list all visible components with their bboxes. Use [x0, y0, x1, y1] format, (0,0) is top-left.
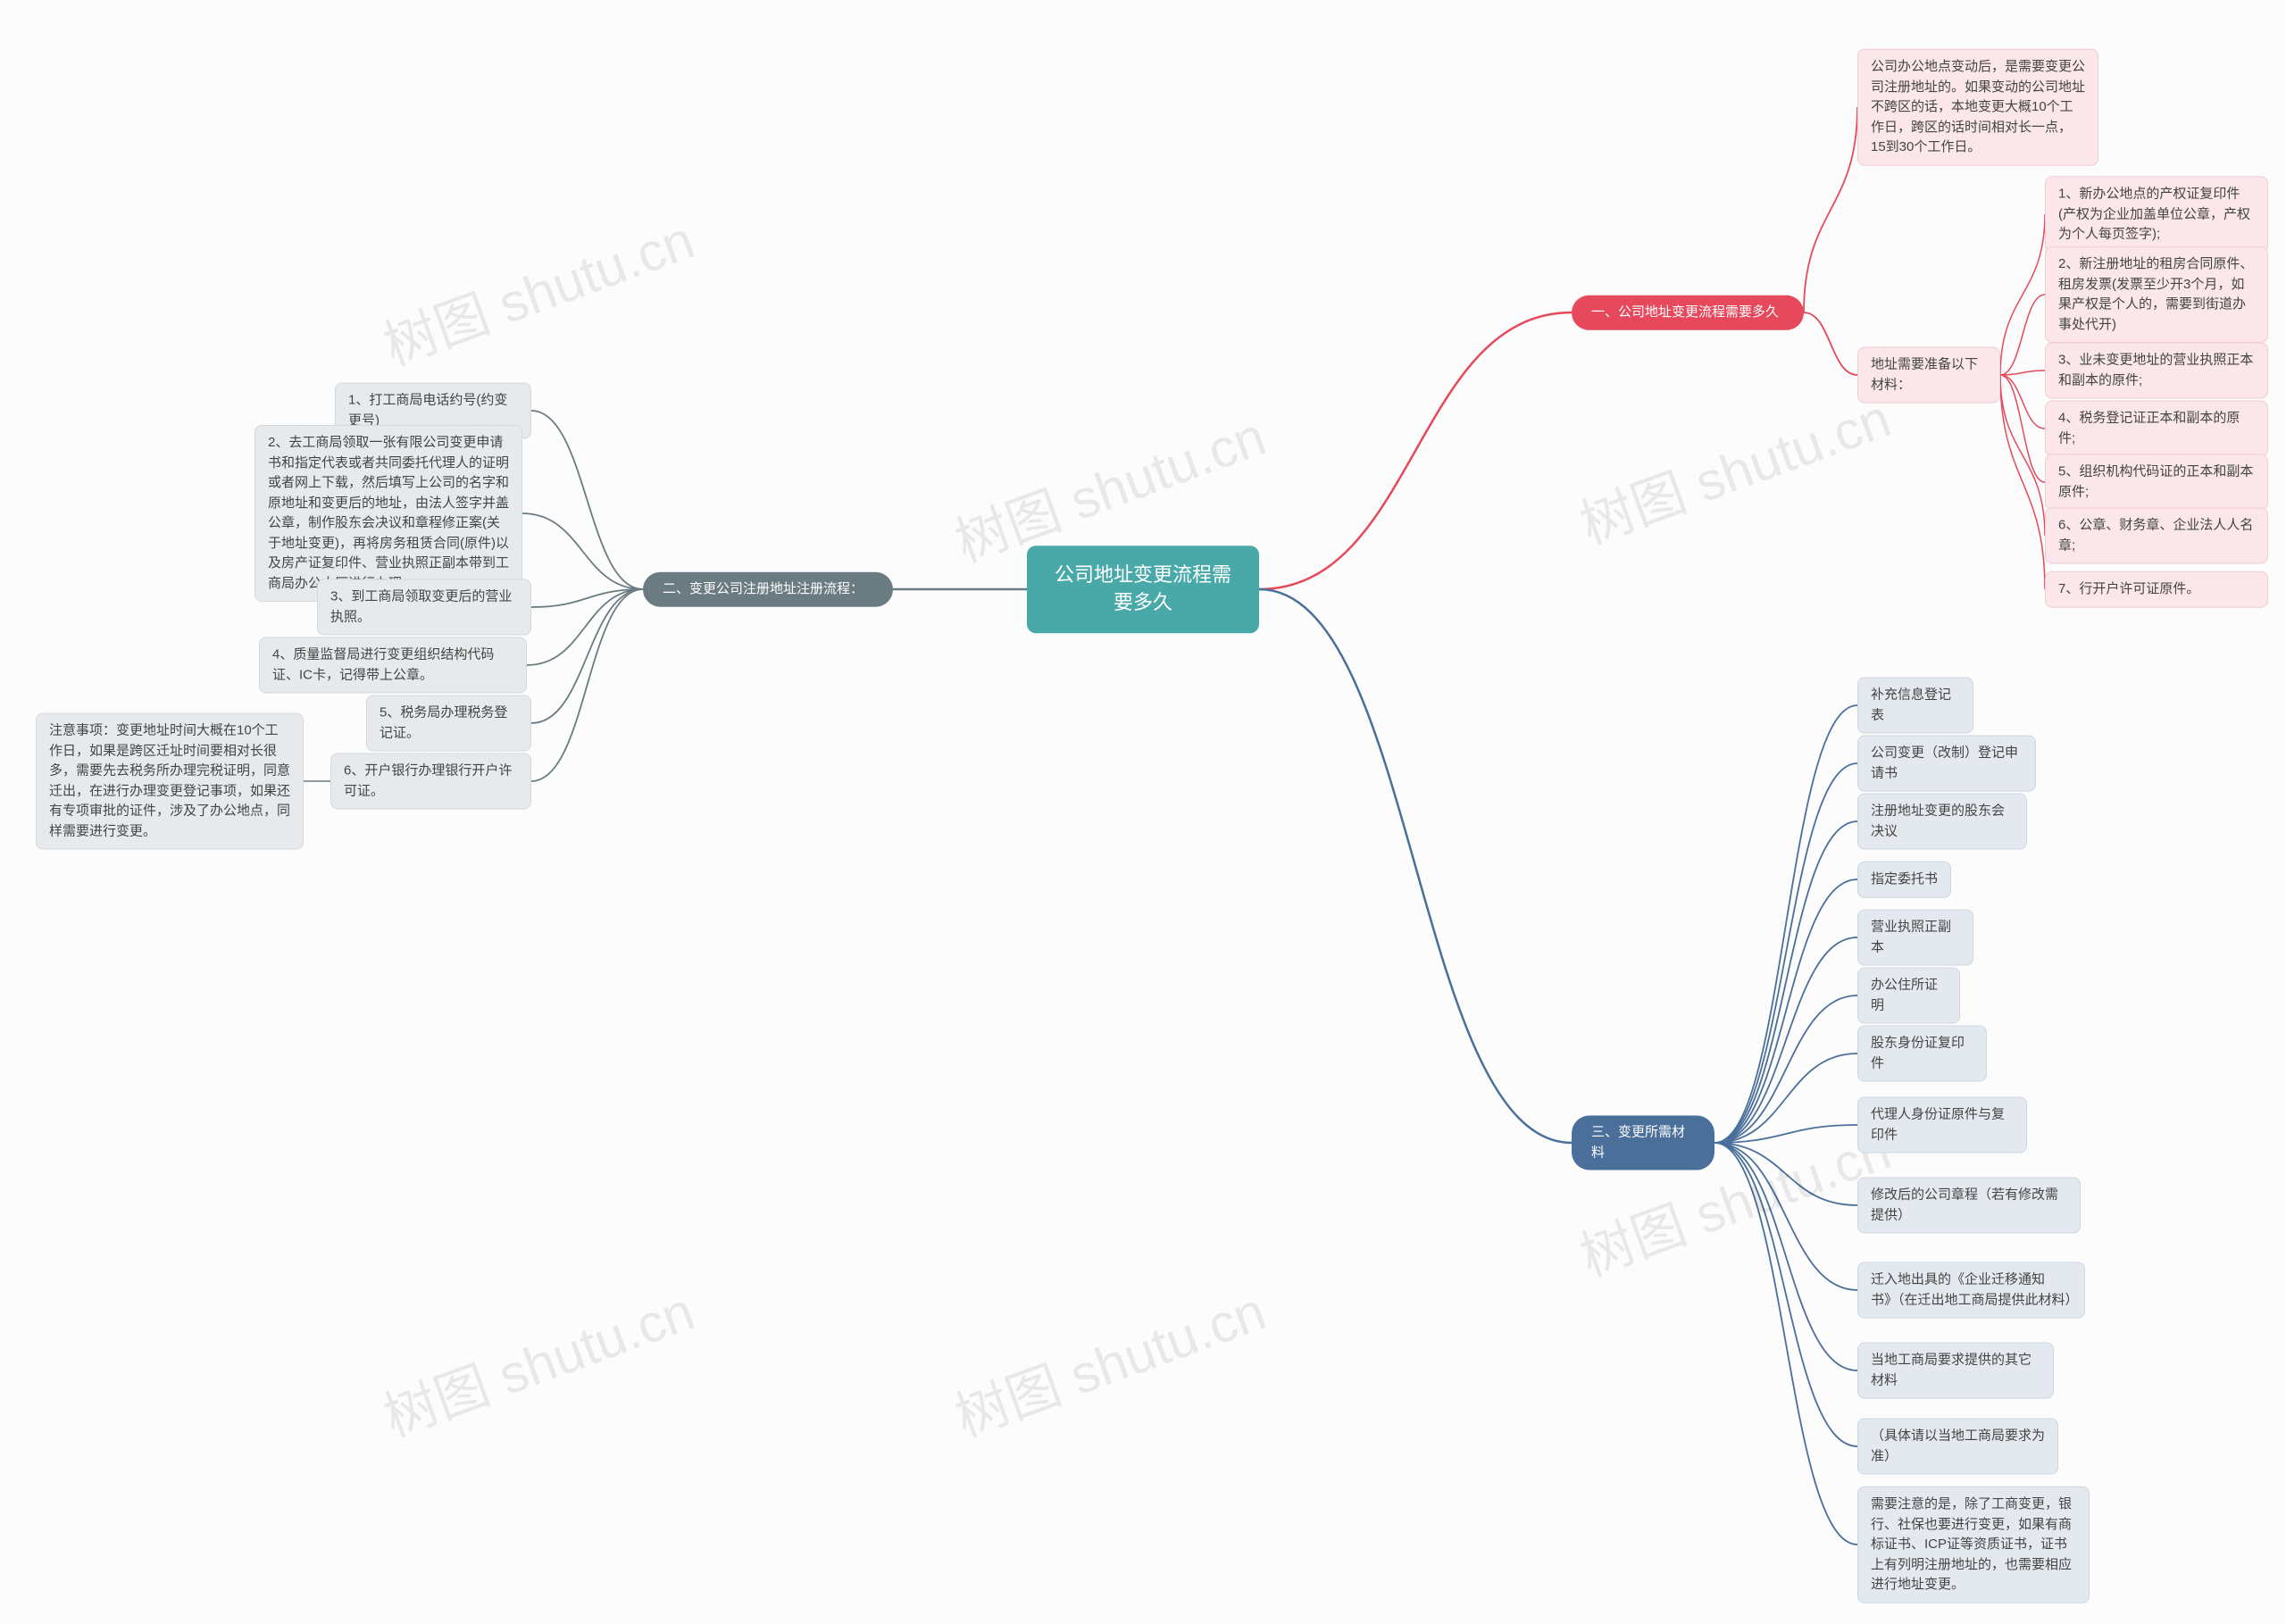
- node-b1c1b: 2、新注册地址的租房合同原件、租房发票(发票至少开3个月，如果产权是个人的，需要…: [2045, 246, 2268, 343]
- node-b3c12: （具体请以当地工商局要求为准）: [1857, 1419, 2058, 1475]
- node-b3c2: 公司变更（改制）登记申请书: [1857, 736, 2036, 792]
- node-b3c13: 需要注意的是，除了工商变更，银行、社保也要进行变更，如果有商标证书、ICP证等资…: [1857, 1487, 2090, 1603]
- node-b3c9: 修改后的公司章程（若有修改需提供）: [1857, 1178, 2081, 1234]
- node-b2c6: 6、开户银行办理银行开户许可证。: [330, 754, 531, 810]
- node-b3c10: 迁入地出具的《企业迁移通知书》（在迁出地工商局提供此材料）: [1857, 1262, 2085, 1319]
- node-b3c4: 指定委托书: [1857, 862, 1951, 898]
- node-b3c8: 代理人身份证原件与复印件: [1857, 1097, 2027, 1153]
- node-b3c11: 当地工商局要求提供的其它材料: [1857, 1343, 2054, 1399]
- node-b3c7: 股东身份证复印件: [1857, 1026, 1987, 1082]
- node-b1c1: 地址需要准备以下材料：: [1857, 347, 2000, 404]
- node-b1c1f: 6、公章、财务章、企业法人人名章;: [2045, 508, 2268, 564]
- node-b1c0: 公司办公地点变动后，是需要变更公司注册地址的。如果变动的公司地址不跨区的话，本地…: [1857, 49, 2098, 166]
- node-b2c4: 4、质量监督局进行变更组织结构代码证、IC卡，记得带上公章。: [259, 637, 527, 694]
- node-b2c5: 5、税务局办理税务登记证。: [366, 695, 531, 752]
- node-b2c2: 2、去工商局领取一张有限公司变更申请书和指定代表或者共同委托代理人的证明或者网上…: [254, 425, 522, 602]
- watermark: 树图 shutu.cn: [371, 1268, 703, 1452]
- node-b1c1a: 1、新办公地点的产权证复印件(产权为企业加盖单位公章，产权为个人每页签字);: [2045, 176, 2268, 253]
- node-b1c1d: 4、税务登记证正本和副本的原件;: [2045, 401, 2268, 457]
- node-b1c1e: 5、组织机构代码证的正本和副本原件;: [2045, 454, 2268, 511]
- watermark: 树图 shutu.cn: [371, 196, 703, 380]
- node-b3c5: 营业执照正副本: [1857, 910, 1973, 966]
- node-b3c1: 补充信息登记表: [1857, 678, 1973, 734]
- node-b3[interactable]: 三、变更所需材料: [1572, 1116, 1714, 1170]
- watermark: 树图 shutu.cn: [1568, 375, 1899, 559]
- node-b1c1g: 7、行开户许可证原件。: [2045, 571, 2268, 608]
- watermark: 树图 shutu.cn: [943, 1268, 1274, 1452]
- node-b2[interactable]: 二、变更公司注册地址注册流程：: [643, 572, 893, 607]
- node-b1[interactable]: 一、公司地址变更流程需要多久: [1572, 296, 1804, 330]
- node-b1c1c: 3、业未变更地址的营业执照正本和副本的原件;: [2045, 343, 2268, 399]
- node-b2c6a: 注意事项：变更地址时间大概在10个工作日，如果是跨区迁址时间要相对长很多，需要先…: [36, 713, 304, 850]
- node-b3c6: 办公住所证明: [1857, 968, 1960, 1024]
- node-b2c3: 3、到工商局领取变更后的营业执照。: [317, 579, 531, 636]
- root-node[interactable]: 公司地址变更流程需要多久: [1027, 545, 1259, 633]
- node-b3c3: 注册地址变更的股东会决议: [1857, 794, 2027, 850]
